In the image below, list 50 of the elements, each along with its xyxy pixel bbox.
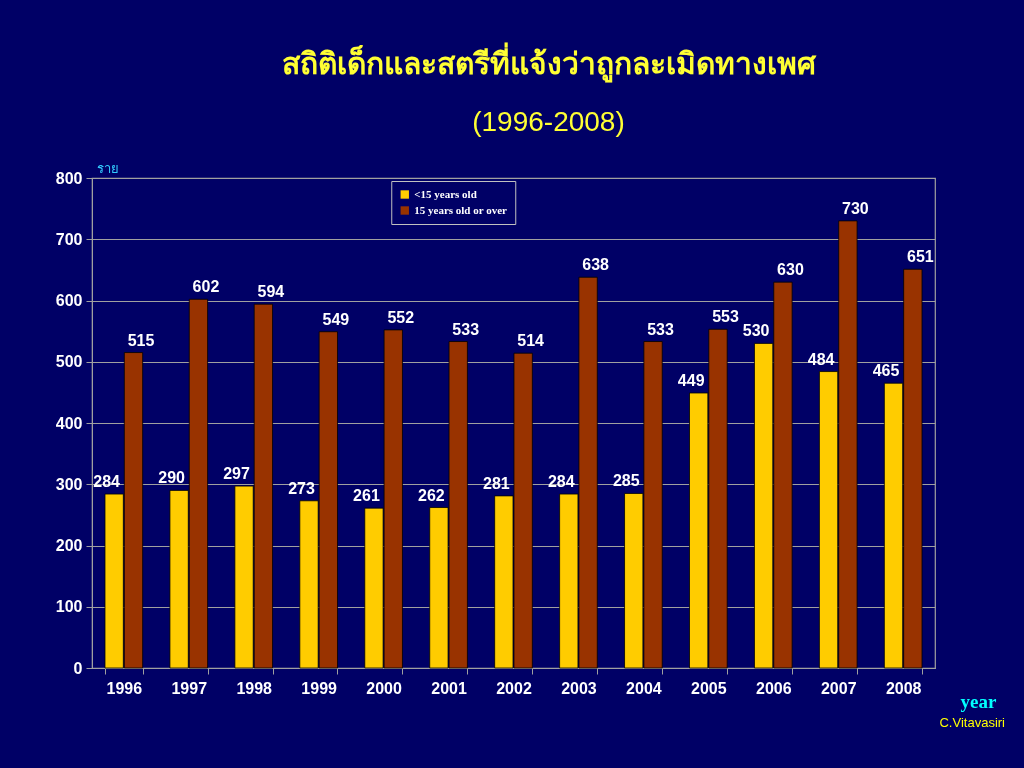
y-tick-label: 0: [73, 659, 83, 677]
data-label: 553: [712, 308, 739, 326]
data-label: 515: [127, 331, 155, 349]
x-tick-label: 2004: [626, 679, 662, 697]
data-label: 290: [158, 469, 186, 487]
x-tick-label: 1997: [171, 679, 208, 697]
chart-subtitle: (1996-2008): [472, 106, 625, 137]
data-label: 533: [452, 320, 480, 338]
data-label: 730: [842, 199, 869, 217]
y-tick-label: 600: [55, 292, 83, 309]
legend-label: <15 years old: [414, 187, 477, 200]
text: C.Vitavasiri: [939, 715, 1006, 730]
x-tick-label: 2002: [496, 679, 532, 697]
x-axis-title: year: [960, 690, 997, 712]
data-label: 262: [418, 486, 445, 504]
x-tick-label: 2003: [561, 679, 597, 697]
data-label: 530: [742, 322, 770, 340]
x-tick-label: 2005: [691, 679, 727, 697]
y-tick-label: 500: [55, 353, 83, 371]
y-tick-label: 400: [55, 414, 83, 432]
data-label: 449: [677, 371, 705, 389]
data-label: 261: [353, 487, 380, 505]
data-label: 514: [517, 332, 545, 350]
data-label: 638: [582, 256, 610, 274]
legend-label: 15 years old or over: [414, 203, 508, 216]
data-label: 602: [192, 278, 220, 296]
x-tick-label: 1999: [301, 679, 338, 697]
data-label: 651: [906, 248, 934, 266]
x-tick-label: 2008: [885, 679, 922, 697]
data-label: 552: [387, 308, 415, 326]
data-label: 630: [777, 261, 804, 279]
y-tick-label: 100: [55, 598, 83, 616]
y-tick-label: 200: [55, 537, 83, 554]
y-tick-label: 300: [55, 475, 83, 493]
y-axis-title: ราย: [96, 160, 119, 176]
chart-title: สถิติเด็กและสตรีที่แจ้งว่าถูกละเมิดทางเพศ: [281, 42, 817, 83]
y-tick-label: 700: [55, 230, 83, 248]
x-tick-label: 2006: [755, 679, 792, 697]
x-tick-label: 2001: [431, 679, 467, 697]
data-label: 533: [647, 320, 674, 338]
data-label: 465: [872, 362, 900, 380]
x-tick-label: 1996: [106, 679, 143, 697]
x-tick-label: 2007: [820, 679, 857, 697]
data-label: 594: [257, 283, 285, 301]
y-tick-label: 800: [55, 169, 83, 187]
data-label: 273: [288, 479, 315, 497]
data-label: 297: [223, 465, 250, 483]
data-label: 549: [322, 310, 350, 328]
x-tick-label: 2000: [366, 679, 403, 697]
x-tick-label: 1998: [236, 679, 273, 697]
